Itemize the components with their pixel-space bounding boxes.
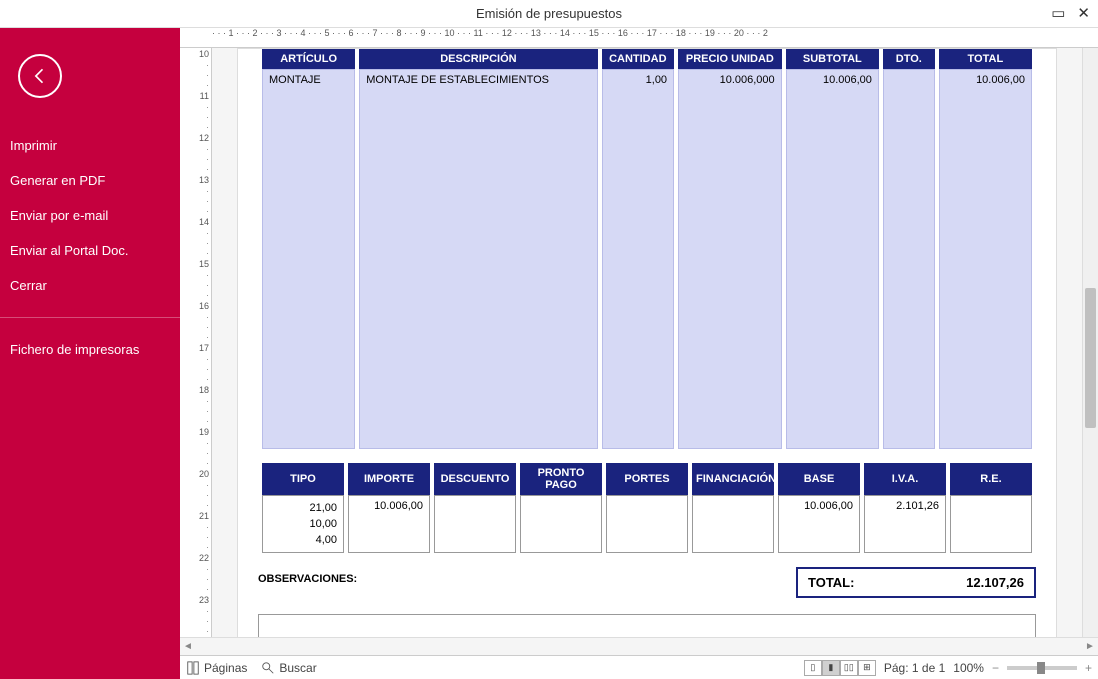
- ruler-tick: 12: [180, 132, 211, 174]
- table-row: MONTAJE MONTAJE DE ESTABLECIMIENTOS 1,00…: [262, 69, 1032, 449]
- scroll-left-icon[interactable]: ◄: [180, 641, 196, 652]
- cell-financiacion: [692, 495, 774, 553]
- column-header: TIPO: [262, 463, 344, 495]
- status-paginas[interactable]: Páginas: [186, 661, 247, 675]
- ruler-tick: 23: [180, 594, 211, 636]
- column-header: DESCUENTO: [434, 463, 516, 495]
- ruler-tick: 15: [180, 258, 211, 300]
- column-header: DTO.: [883, 49, 935, 69]
- ruler-tick: 11: [180, 90, 211, 132]
- sidebar-item-imprimir[interactable]: Imprimir: [0, 128, 180, 163]
- cell-descuento: [434, 495, 516, 553]
- view-two-icon[interactable]: ▯▯: [840, 660, 858, 676]
- ruler-tick: 16: [180, 300, 211, 342]
- zoom-in-icon[interactable]: +: [1085, 661, 1092, 675]
- column-header: PORTES: [606, 463, 688, 495]
- ruler-tick: 18: [180, 384, 211, 426]
- maximize-icon[interactable]: ▭: [1051, 4, 1065, 22]
- report-page: ARTÍCULODESCRIPCIÓNCANTIDADPRECIO UNIDAD…: [237, 48, 1057, 637]
- zoom-slider[interactable]: [1007, 666, 1077, 670]
- column-header: SUBTOTAL: [786, 49, 879, 69]
- cell-articulo: MONTAJE: [269, 74, 348, 86]
- zoom-out-icon[interactable]: −: [992, 661, 999, 675]
- ruler-tick: 19: [180, 426, 211, 468]
- observaciones-box: [258, 614, 1036, 637]
- horizontal-scrollbar[interactable]: ◄ ►: [180, 637, 1098, 655]
- ruler-tick: 10: [180, 48, 211, 90]
- lines-table: ARTÍCULODESCRIPCIÓNCANTIDADPRECIO UNIDAD…: [258, 49, 1036, 449]
- statusbar: Páginas Buscar ▯ ▮ ▯▯ ⊞ Pág: 1 de 1 100%…: [180, 655, 1098, 679]
- search-icon: [261, 661, 275, 675]
- table-row: 21,0010,004,00 10.006,00 10.006,00 2.101…: [262, 495, 1032, 553]
- total-box: TOTAL: 12.107,26: [796, 567, 1036, 598]
- cell-descripcion: MONTAJE DE ESTABLECIMIENTOS: [366, 74, 590, 86]
- cell-cantidad: 1,00: [609, 74, 668, 86]
- ruler-tick: 17: [180, 342, 211, 384]
- view-grid-icon[interactable]: ⊞: [858, 660, 876, 676]
- ruler-tick: 20: [180, 468, 211, 510]
- calc-table: TIPOIMPORTEDESCUENTOPRONTO PAGOPORTESFIN…: [258, 463, 1036, 553]
- sidebar-separator: [0, 317, 180, 318]
- sidebar-item-cerrar[interactable]: Cerrar: [0, 268, 180, 303]
- ruler-tick: 14: [180, 216, 211, 258]
- titlebar: Emisión de presupuestos ▭ ✕: [0, 0, 1098, 28]
- ruler-tick: 22: [180, 552, 211, 594]
- sidebar-item-enviar-portal[interactable]: Enviar al Portal Doc.: [0, 233, 180, 268]
- page-area[interactable]: ARTÍCULODESCRIPCIÓNCANTIDADPRECIO UNIDAD…: [212, 48, 1082, 637]
- column-header: BASE: [778, 463, 860, 495]
- column-header: PRONTO PAGO: [520, 463, 602, 495]
- column-header: DESCRIPCIÓN: [359, 49, 597, 69]
- cell-importe: 10.006,00: [348, 495, 430, 553]
- column-header: FINANCIACIÓN: [692, 463, 774, 495]
- sidebar-item-fichero-impresoras[interactable]: Fichero de impresoras: [0, 332, 180, 367]
- column-header: TOTAL: [939, 49, 1032, 69]
- horizontal-ruler: · · · 1 · · · 2 · · · 3 · · · 4 · · · 5 …: [180, 28, 1098, 48]
- ruler-tick: 13: [180, 174, 211, 216]
- column-header: ARTÍCULO: [262, 49, 355, 69]
- vertical-ruler: 101112131415161718192021222324: [180, 48, 212, 637]
- view-single-icon[interactable]: ▯: [804, 660, 822, 676]
- cell-portes: [606, 495, 688, 553]
- arrow-left-icon: [30, 66, 50, 86]
- page-info: Pág: 1 de 1: [884, 661, 945, 675]
- pages-icon: [186, 661, 200, 675]
- ruler-tick: 21: [180, 510, 211, 552]
- cell-re: [950, 495, 1032, 553]
- vertical-scrollbar[interactable]: [1082, 48, 1098, 637]
- view-mode-buttons: ▯ ▮ ▯▯ ⊞: [804, 660, 876, 676]
- scrollbar-thumb[interactable]: [1085, 288, 1096, 428]
- cell-iva: 2.101,26: [864, 495, 946, 553]
- status-buscar[interactable]: Buscar: [261, 661, 316, 675]
- cell-pronto-pago: [520, 495, 602, 553]
- scroll-right-icon[interactable]: ►: [1082, 641, 1098, 652]
- cell-tipo: 21,0010,004,00: [269, 500, 337, 548]
- total-label: TOTAL:: [798, 569, 956, 596]
- cell-precio: 10.006,000: [685, 74, 775, 86]
- view-fit-icon[interactable]: ▮: [822, 660, 840, 676]
- back-button[interactable]: [18, 54, 62, 98]
- column-header: I.V.A.: [864, 463, 946, 495]
- cell-base: 10.006,00: [778, 495, 860, 553]
- total-value: 12.107,26: [956, 569, 1034, 596]
- footer-row: OBSERVACIONES: TOTAL: 12.107,26: [258, 567, 1036, 598]
- report-viewer: · · · 1 · · · 2 · · · 3 · · · 4 · · · 5 …: [180, 28, 1098, 679]
- observaciones-label: OBSERVACIONES:: [258, 567, 357, 598]
- sidebar-item-enviar-email[interactable]: Enviar por e-mail: [0, 198, 180, 233]
- sidebar: Imprimir Generar en PDF Enviar por e-mai…: [0, 28, 180, 679]
- cell-subtotal: 10.006,00: [793, 74, 872, 86]
- column-header: IMPORTE: [348, 463, 430, 495]
- column-header: R.E.: [950, 463, 1032, 495]
- cell-total: 10.006,00: [946, 74, 1025, 86]
- close-icon[interactable]: ✕: [1077, 4, 1090, 22]
- window-title: Emisión de presupuestos: [476, 6, 622, 21]
- column-header: CANTIDAD: [602, 49, 675, 69]
- column-header: PRECIO UNIDAD: [678, 49, 782, 69]
- sidebar-item-generar-pdf[interactable]: Generar en PDF: [0, 163, 180, 198]
- zoom-level: 100%: [953, 661, 984, 675]
